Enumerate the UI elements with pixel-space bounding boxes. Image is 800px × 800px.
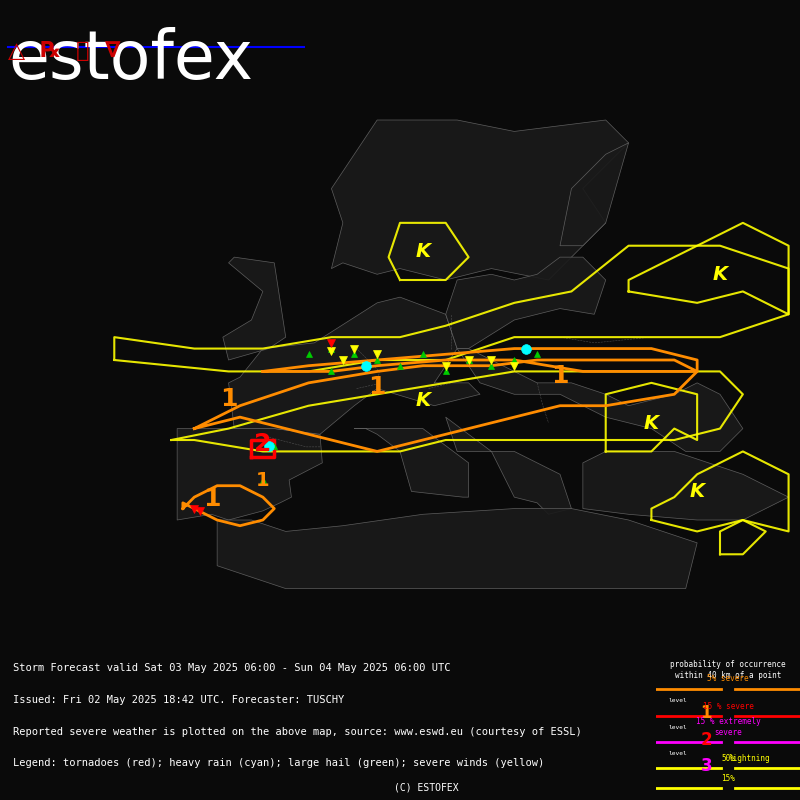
Text: K: K [644,414,659,433]
Text: 15%: 15% [721,774,735,782]
Text: level: level [668,725,687,730]
Text: (C) ESTOFEX: (C) ESTOFEX [394,782,458,793]
Text: 1: 1 [256,470,270,490]
Text: 1: 1 [701,703,712,722]
Text: 2: 2 [701,731,712,749]
Text: Legend: tornadoes (red); heavy rain (cyan); large hail (green); severe winds (ye: Legend: tornadoes (red); heavy rain (cya… [13,758,544,768]
Text: 1: 1 [551,364,569,388]
Text: 15 % severe: 15 % severe [702,702,754,710]
Text: 1: 1 [220,386,238,410]
Text: 5% severe: 5% severe [707,674,749,683]
Text: K: K [415,390,430,410]
Text: Storm Forecast valid Sat 03 May 2025 06:00 - Sun 04 May 2025 06:00 UTC: Storm Forecast valid Sat 03 May 2025 06:… [13,663,450,674]
Text: △  ℞  ㏐  ∇: △ ℞ ㏐ ∇ [8,41,121,61]
Text: 1: 1 [202,487,220,511]
Text: Issued: Fri 02 May 2025 18:42 UTC. Forecaster: TUSCHY: Issued: Fri 02 May 2025 18:42 UTC. Forec… [13,695,344,705]
Text: 3: 3 [701,757,712,774]
Text: 1: 1 [368,375,386,399]
Text: K: K [713,265,727,284]
Text: estofex: estofex [8,26,253,93]
Text: Reported severe weather is plotted on the above map, source: www.eswd.eu (courte: Reported severe weather is plotted on th… [13,726,582,737]
Text: 50%: 50% [721,754,735,762]
Text: lightning: lightning [729,754,770,762]
Text: probability of occurrence
within 40 km of a point: probability of occurrence within 40 km o… [670,660,786,680]
Text: 15 % extremely
severe: 15 % extremely severe [696,718,760,737]
Text: 2: 2 [254,433,271,457]
Text: level: level [668,698,687,702]
Text: K: K [690,482,705,501]
Text: K: K [415,242,430,261]
Text: level: level [668,751,687,756]
